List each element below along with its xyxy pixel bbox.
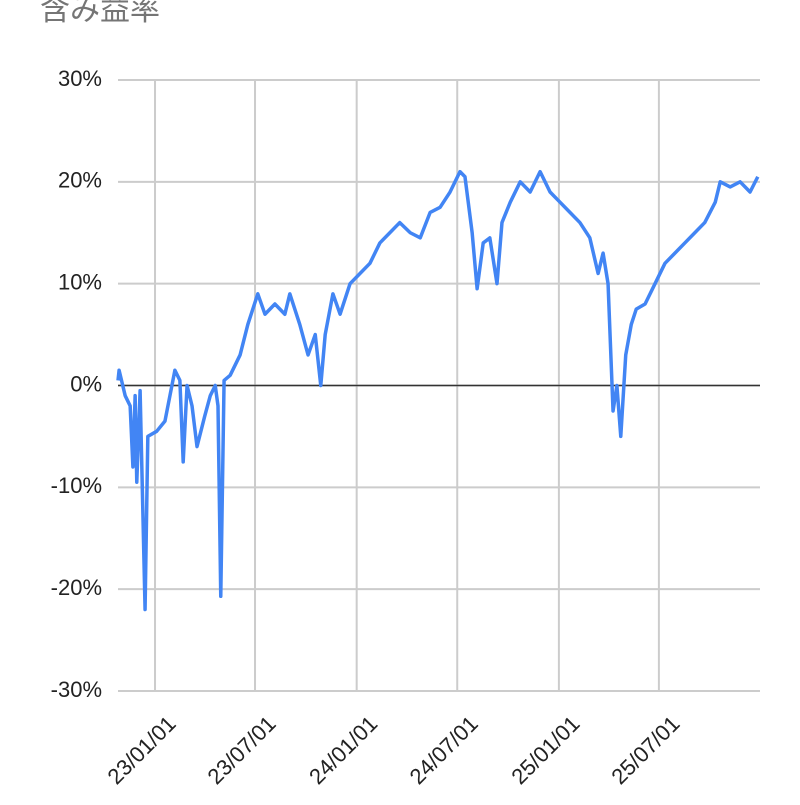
y-tick-label: 10% (58, 269, 102, 294)
x-tick-label: 23/01/01 (102, 711, 180, 789)
x-tick-label: 24/01/01 (304, 711, 382, 789)
y-tick-label: -10% (51, 473, 102, 498)
y-tick-label: 30% (58, 66, 102, 91)
x-tick-label: 25/01/01 (506, 711, 584, 789)
x-tick-label: 25/07/01 (606, 711, 684, 789)
y-tick-label: 0% (70, 371, 102, 396)
y-tick-label: -30% (51, 677, 102, 702)
chart-title: 含み益率 (40, 0, 160, 27)
x-tick-label: 24/07/01 (405, 711, 483, 789)
data-line (116, 169, 760, 612)
y-tick-label: -20% (51, 575, 102, 600)
x-tick-label: 23/07/01 (202, 711, 280, 789)
y-tick-label: 20% (58, 168, 102, 193)
